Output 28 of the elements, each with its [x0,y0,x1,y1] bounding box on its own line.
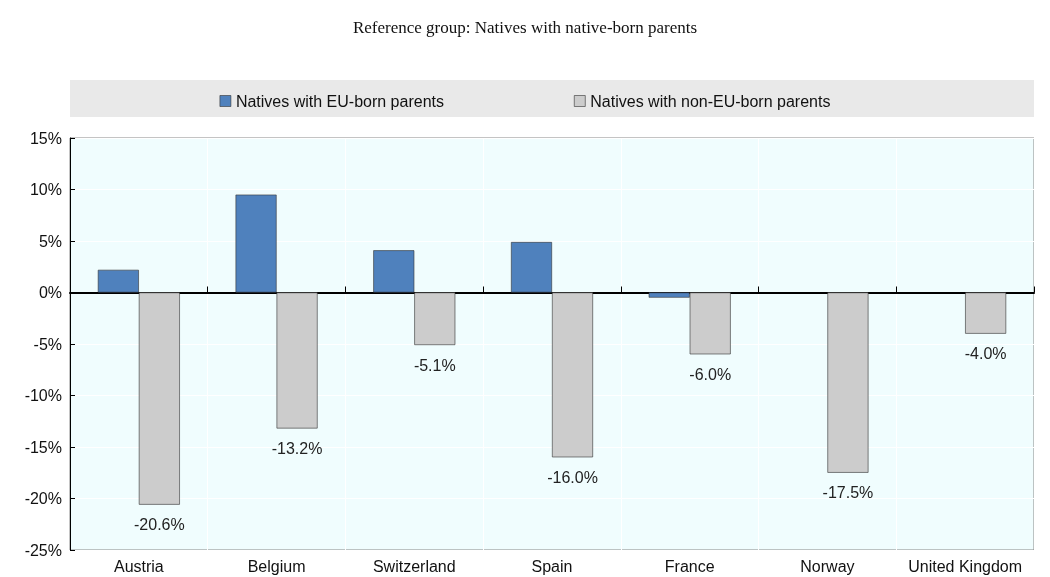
x-tick-label: Spain [531,557,573,575]
y-tick-label: -5% [33,335,62,353]
bar [827,292,869,473]
y-tick-label: 0% [38,284,62,301]
y-tick-label: -20% [24,490,62,507]
data-label: -16.0% [547,468,598,486]
x-tick-label: Norway [800,557,855,575]
legend-label: Natives with EU-born parents [235,92,444,110]
chart-title: Reference group: Natives with native-born parents [352,18,698,37]
data-label: -13.2% [271,439,323,457]
x-tick-label: France [664,557,715,575]
y-tick-label: -10% [24,387,62,404]
x-tick-label: Switzerland [372,557,456,575]
y-tick-label: -25% [24,541,62,559]
data-label: -4.0% [964,345,1007,363]
y-tick-label: -15% [24,438,62,456]
data-label: -20.6% [134,516,185,534]
y-tick-label: 15% [29,129,62,147]
data-label: -17.5% [822,484,874,502]
data-label: -6.0% [689,365,732,383]
x-tick-label: United Kingdom [908,557,1023,575]
x-tick-label: Austria [113,557,164,575]
legend-label: Natives with non-EU-born parents [590,92,831,110]
bar [965,292,1007,334]
x-tick-label: Belgium [247,557,306,575]
y-tick-label: 5% [38,232,62,250]
data-label: -5.1% [413,356,456,374]
y-tick-label: 10% [29,181,62,198]
